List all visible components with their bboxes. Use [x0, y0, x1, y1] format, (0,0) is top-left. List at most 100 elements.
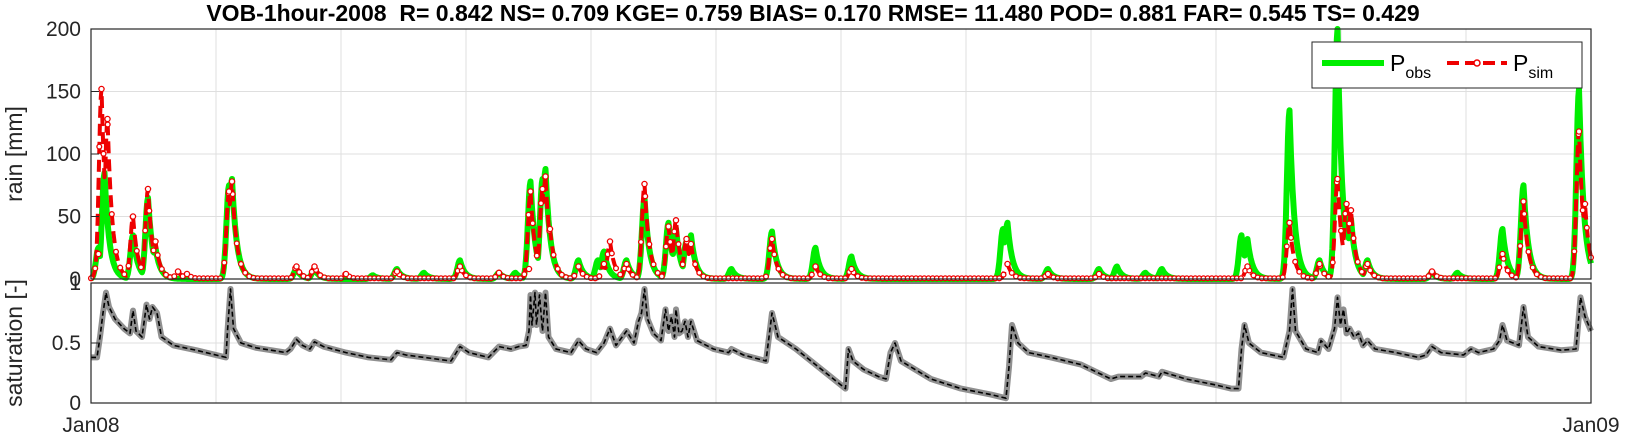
saturation-y-tick-label: 0.5	[52, 332, 81, 355]
psim-marker	[1346, 220, 1353, 227]
rain-y-tick-label: 200	[46, 18, 81, 41]
psim-marker	[137, 264, 145, 271]
psim-marker	[550, 251, 557, 258]
rain-y-axis-label: rain [mm]	[1, 106, 27, 202]
psim-marker	[672, 217, 680, 224]
legend-sim-base: P	[1513, 50, 1528, 76]
psim-marker	[529, 220, 536, 227]
psim-marker	[1367, 267, 1374, 274]
legend-obs-base: P	[1390, 50, 1405, 76]
psim-marker	[1312, 270, 1320, 277]
psim-marker	[848, 265, 855, 273]
psim-marker	[775, 265, 782, 272]
psim-marker	[1425, 273, 1432, 280]
legend-obs-sub: obs	[1405, 65, 1431, 82]
psim-marker	[1354, 258, 1361, 265]
psim-marker	[1329, 259, 1336, 266]
psim-marker	[625, 266, 632, 273]
psim-marker	[606, 238, 614, 245]
psim-marker	[112, 248, 120, 255]
psim-marker	[1533, 271, 1540, 278]
psim-marker	[150, 247, 157, 254]
psim-marker	[228, 178, 236, 185]
saturation-y-tick-label: 1	[69, 272, 81, 295]
x-tick-label: Jan09	[1562, 414, 1619, 437]
chart-title: VOB-1hour-2008 R= 0.842 NS= 0.709 KGE= 0…	[206, 0, 1419, 26]
psim-marker	[1337, 227, 1345, 234]
psim-marker	[525, 211, 532, 218]
psim-marker	[646, 241, 653, 248]
psim-marker	[217, 275, 224, 282]
psim-marker	[1517, 242, 1524, 250]
psim-marker	[692, 261, 699, 268]
rain-y-tick-label: 0	[69, 268, 81, 291]
psim-marker	[637, 238, 645, 246]
psim-marker	[1342, 210, 1349, 217]
psim-marker	[242, 269, 249, 276]
psim-marker	[1095, 270, 1103, 278]
psim-marker	[104, 121, 111, 128]
psim-marker	[1325, 273, 1332, 280]
psim-marker	[98, 85, 105, 93]
psim-marker	[768, 235, 776, 243]
psim-marker	[1292, 258, 1299, 265]
psim-marker	[1308, 275, 1315, 282]
psim-marker	[387, 275, 395, 282]
psim-marker	[450, 275, 457, 282]
psim-marker	[665, 223, 672, 230]
psim-marker	[533, 252, 540, 259]
psim-marker	[1529, 264, 1536, 271]
psim-marker	[183, 270, 191, 278]
psim-marker	[612, 265, 620, 272]
saturation-series-group	[91, 286, 1594, 402]
saturation-y-axis-label: saturation [-]	[1, 279, 27, 407]
psim-marker	[675, 241, 682, 248]
saturation-y-tick-label: 0	[69, 392, 81, 415]
psim-marker	[667, 238, 674, 245]
psim-marker	[525, 265, 533, 273]
psim-marker	[311, 263, 318, 270]
psim-marker	[1525, 248, 1532, 255]
psim-marker	[1343, 200, 1350, 208]
psim-marker	[1567, 275, 1574, 282]
psim-marker	[641, 180, 648, 188]
psim-marker	[546, 225, 554, 233]
psim-marker	[1504, 267, 1511, 274]
psim-marker	[817, 271, 824, 278]
psim-marker	[683, 235, 690, 243]
psim-marker	[542, 173, 549, 180]
rain-y-ticks: 0 50 100 150 200	[46, 18, 99, 291]
psim-marker	[571, 272, 578, 279]
psim-marker	[537, 200, 545, 207]
psim-marker	[762, 273, 770, 280]
legend-sim-sub: sim	[1528, 65, 1553, 82]
psim-marker	[642, 193, 649, 200]
psim-marker	[671, 228, 678, 235]
psim-marker	[133, 247, 140, 254]
saturation-y-ticks: 00.51	[52, 272, 99, 415]
psim-marker	[1521, 210, 1528, 217]
psim-marker	[456, 263, 464, 270]
psim-marker	[237, 260, 245, 268]
psim-marker	[154, 252, 161, 259]
psim-marker	[129, 213, 137, 220]
psim-marker	[146, 207, 153, 214]
psim-marker	[1321, 270, 1328, 277]
legend: Pobs Psim	[1311, 41, 1583, 89]
psim-marker	[158, 265, 165, 273]
psim-marker	[527, 188, 534, 195]
legend-entry-sim: Psim	[1513, 50, 1553, 82]
psim-marker	[1581, 200, 1589, 208]
psim-marker	[1244, 263, 1251, 270]
psim-marker	[342, 270, 350, 278]
rain-y-tick-label: 50	[58, 206, 81, 229]
psim-marker	[623, 260, 630, 268]
psim-marker	[117, 264, 124, 271]
legend-entry-obs: Pobs	[1390, 50, 1431, 82]
psim-marker	[608, 250, 615, 257]
psim-marker	[152, 238, 159, 245]
psim-marker	[662, 243, 670, 250]
psim-marker	[1334, 175, 1341, 183]
psim-marker	[617, 271, 624, 278]
psim-marker	[92, 265, 99, 272]
